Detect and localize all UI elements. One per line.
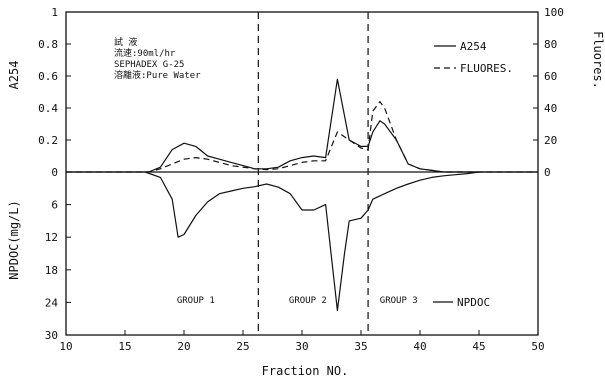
group-labels: GROUP 1 GROUP 2 GROUP 3 xyxy=(177,296,418,306)
y2-tick-label: 100 xyxy=(544,6,564,19)
y2-tick-label: 40 xyxy=(544,102,557,115)
x-tick-label: 15 xyxy=(118,340,131,353)
y2-tick-label: 0 xyxy=(544,166,551,179)
legend-label-fluores: FLUORES. xyxy=(460,62,513,75)
group-label: GROUP 3 xyxy=(380,296,418,306)
x-tick-label: 25 xyxy=(236,340,249,353)
x-tick-label: 40 xyxy=(413,340,426,353)
series-line-fluores xyxy=(66,100,538,173)
annotation-line: 試 液 xyxy=(114,36,137,48)
group-label: GROUP 1 xyxy=(177,296,215,306)
annotation-line: 流速:90ml/hr xyxy=(114,47,176,59)
y-tick-label: 0.2 xyxy=(38,134,58,147)
legend: A254 FLUORES. xyxy=(434,40,513,75)
y-tick-label: 1 xyxy=(51,6,58,19)
series-line-npdoc xyxy=(144,171,480,312)
y3-tick-label: 18 xyxy=(45,264,58,277)
legend-label-npdoc: NPDOC xyxy=(457,296,490,309)
y-tick-label: 0.8 xyxy=(38,38,58,51)
x-tick-label: 20 xyxy=(177,340,190,353)
y2-tick-label: 80 xyxy=(544,38,557,51)
x-axis-title: Fraction NO. xyxy=(262,364,349,378)
legend-label-a254: A254 xyxy=(460,40,487,53)
x-tick-label: 10 xyxy=(59,340,72,353)
x-tick-label: 45 xyxy=(472,340,485,353)
series-layer xyxy=(66,78,538,312)
group-label: GROUP 2 xyxy=(289,296,327,306)
x-tick-label: 30 xyxy=(295,340,308,353)
x-tick-label: 35 xyxy=(354,340,367,353)
upper-left-axis-title: A254 xyxy=(7,61,21,90)
y-tick-label: 0 xyxy=(51,166,58,179)
annotation-line: 溶離液:Pure Water xyxy=(114,69,201,81)
y-tick-label: 0.6 xyxy=(38,70,58,83)
annotation-line: SEPHADEX G-25 xyxy=(114,60,184,70)
y-tick-label: 0.4 xyxy=(38,102,58,115)
y2-tick-label: 60 xyxy=(544,70,557,83)
annotation-block: 試 液 流速:90ml/hr SEPHADEX G-25 溶離液:Pure Wa… xyxy=(114,36,201,81)
x-tick-label: 50 xyxy=(531,340,544,353)
y3-tick-label: 24 xyxy=(45,296,59,309)
lower-left-axis-title: NPDOC(mg/L) xyxy=(7,200,21,279)
lower-legend: NPDOC xyxy=(433,296,490,309)
y2-tick-label: 20 xyxy=(544,134,557,147)
y3-tick-label: 30 xyxy=(45,329,58,342)
upper-right-axis-title: Fluores. xyxy=(591,31,605,89)
series-line-a254 xyxy=(66,78,538,173)
y3-tick-label: 12 xyxy=(45,231,58,244)
y3-tick-label: 6 xyxy=(51,199,58,212)
